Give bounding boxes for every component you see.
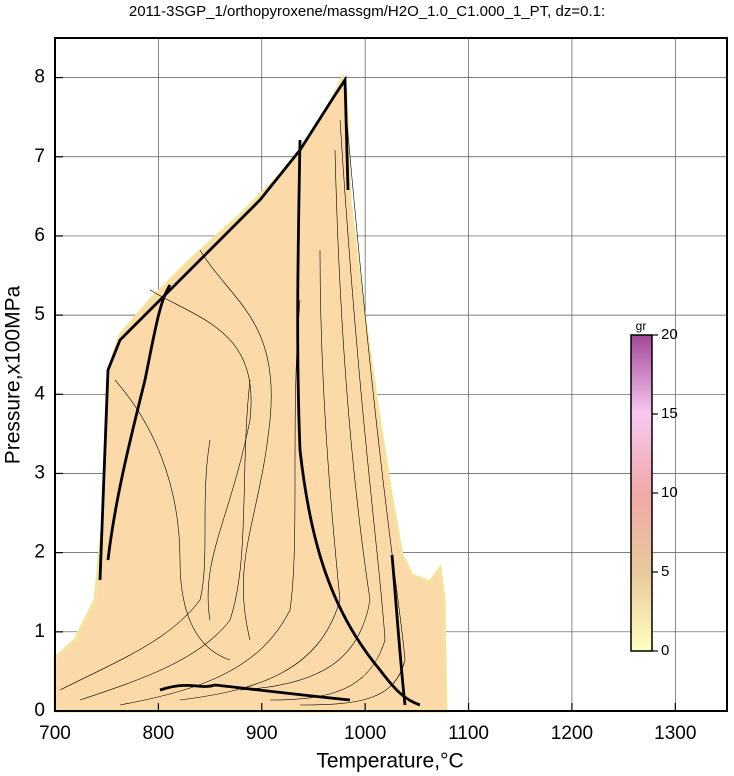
x-tick-label: 1300 [654,723,696,744]
ticks: 700 800 900 1000 1100 1200 1300 0 1 2 3 4 5 6 7 8 [34,67,696,744]
y-tick-label: 4 [34,383,45,404]
y-tick-label: 7 [34,146,45,167]
y-tick-label: 8 [34,67,45,88]
y-tick-label: 1 [34,621,45,642]
colorbar-box [630,334,653,652]
contour-lines-major [98,75,421,707]
y-axis-label: Pressure,x100MPa [2,285,25,464]
x-tick-label: 700 [39,723,71,744]
plot-frame [54,37,728,712]
colorbar-tick-label: 20 [661,326,678,343]
y-tick-label: 3 [34,462,45,483]
x-tick-label: 800 [143,723,175,744]
colorbar-label: gr [636,319,647,333]
x-tick-label: 1100 [448,723,489,744]
x-tick-label: 1200 [551,723,593,744]
colorbar-tick-label: 0 [661,642,669,659]
y-tick-label: 2 [34,542,45,563]
y-tick-label: 5 [34,304,45,325]
x-axis-label: Temperature,°C [316,750,463,773]
field [53,73,448,713]
colorbar-tick-label: 10 [661,484,678,501]
y-tick-label: 0 [34,700,45,721]
contour-lines [59,99,406,706]
y-tick-label: 6 [34,225,45,246]
colorbar: gr 0 5 10 15 20 [630,319,678,659]
chart-title: 2011-3SGP_1/orthopyroxene/massgm/H2O_1.0… [129,3,605,20]
x-tick-label: 900 [246,723,278,744]
colorbar-tick-label: 5 [661,563,669,580]
colorbar-tick-label: 15 [661,405,678,422]
x-tick-label: 1000 [344,723,386,744]
